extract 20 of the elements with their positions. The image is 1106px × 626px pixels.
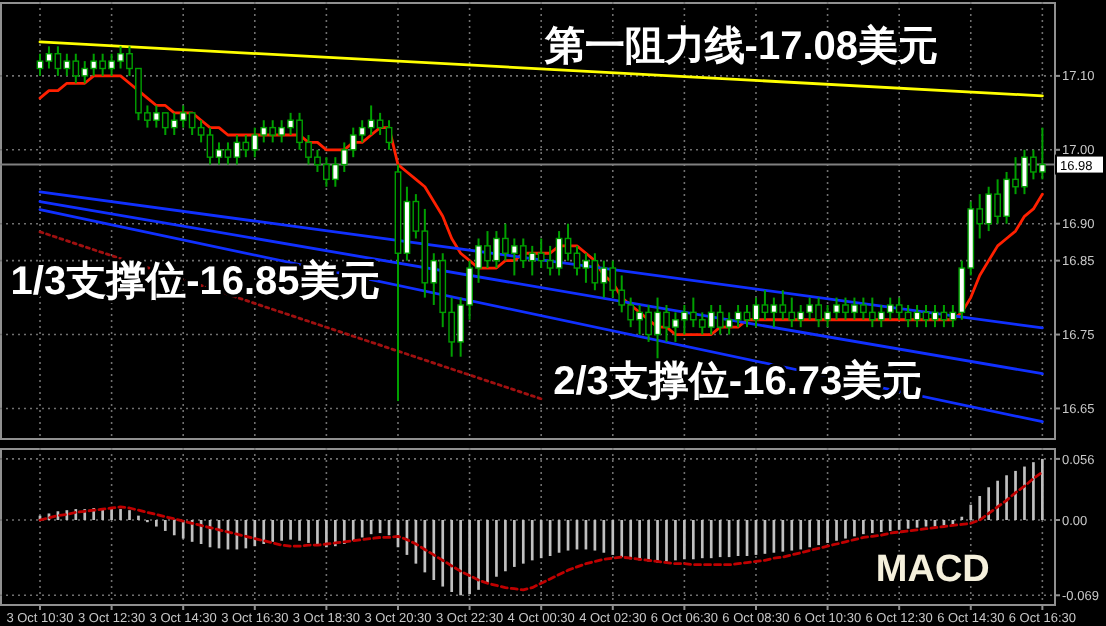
line-series bbox=[38, 470, 1044, 592]
candlestick bbox=[591, 252, 599, 292]
candlestick bbox=[63, 52, 71, 77]
annotation: MACD bbox=[875, 548, 990, 591]
candlestick bbox=[188, 111, 196, 137]
candlestick bbox=[206, 126, 214, 166]
candlestick bbox=[36, 52, 44, 77]
annotation: 第一阻力线-17.08美元 bbox=[542, 22, 939, 69]
candlestick bbox=[582, 252, 590, 284]
candlestick bbox=[45, 45, 53, 70]
candlestick bbox=[224, 141, 232, 166]
candlestick bbox=[904, 303, 912, 329]
candlestick bbox=[725, 311, 733, 336]
candlestick bbox=[215, 141, 223, 166]
candlestick bbox=[770, 296, 778, 329]
candlestick bbox=[1038, 126, 1046, 181]
candlestick bbox=[546, 244, 554, 277]
candlestick bbox=[367, 104, 375, 137]
candlestick bbox=[242, 134, 250, 159]
candlestick bbox=[761, 289, 769, 321]
